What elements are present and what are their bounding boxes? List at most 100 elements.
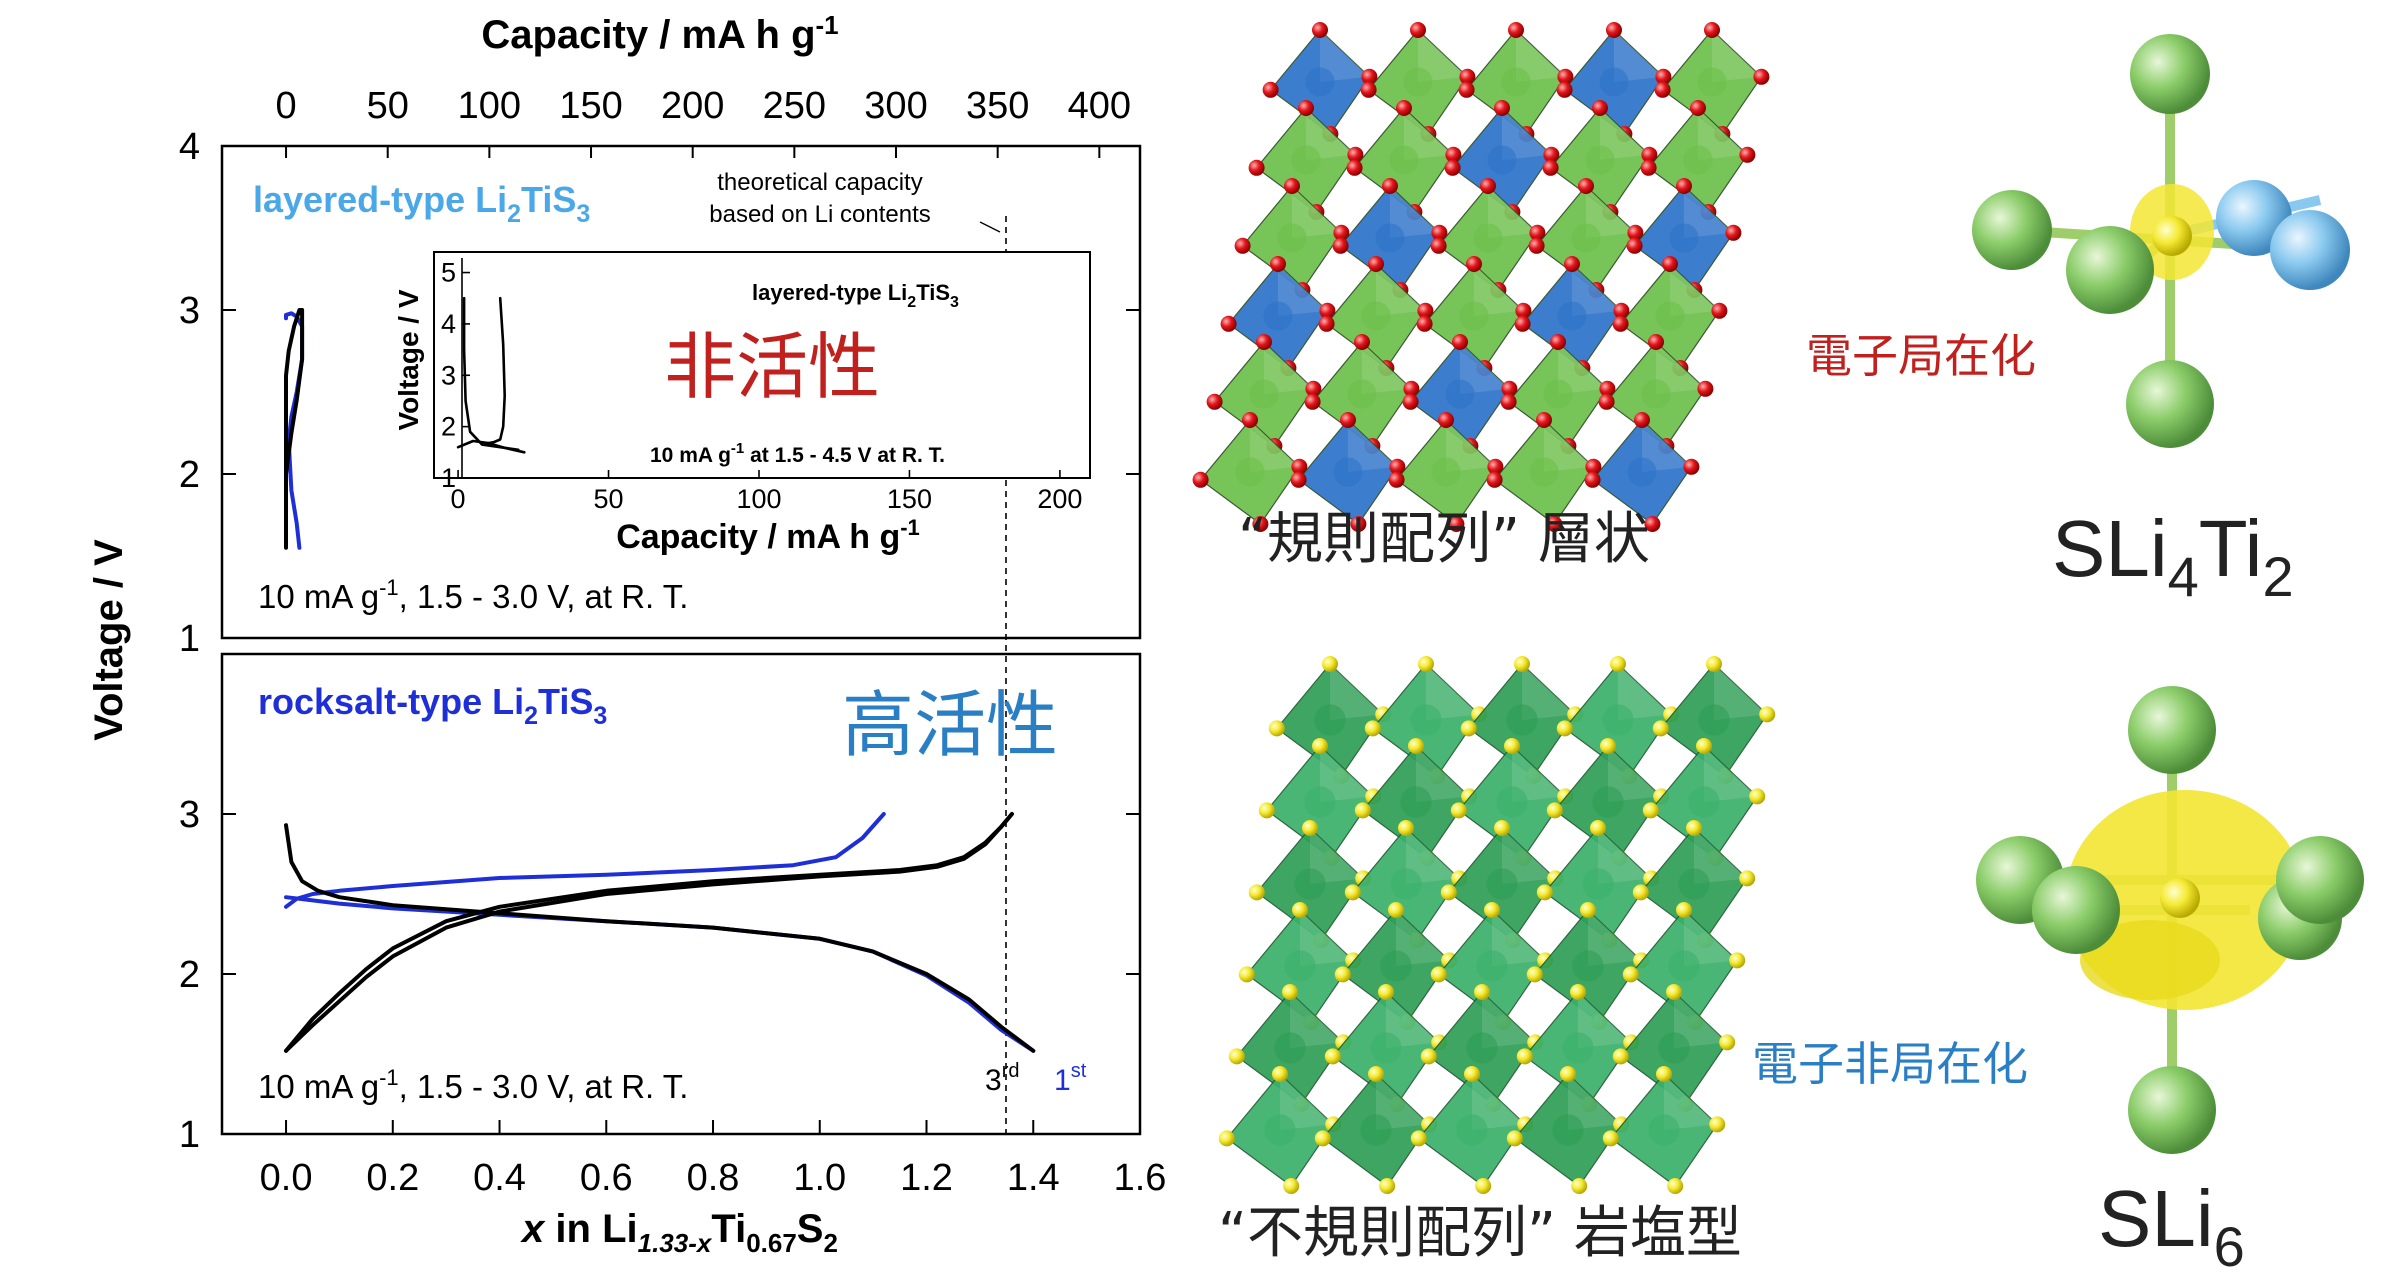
inset-y-tick-label: 5 [441, 258, 456, 288]
top-panel-curves [284, 308, 305, 550]
octahedron-face [1418, 30, 1468, 82]
s-atom [2160, 878, 2200, 918]
anion-atom [1598, 393, 1615, 410]
inset-y-tick-label: 2 [441, 412, 456, 442]
center-atom [1487, 145, 1517, 175]
bottom-x-tick-label: 0.8 [687, 1157, 740, 1199]
octahedron-face [1472, 1074, 1526, 1130]
center-atom [1688, 786, 1720, 818]
octahedron-face [1598, 828, 1652, 884]
top-x-tick-label: 100 [458, 85, 521, 127]
octahedron-face [1684, 910, 1738, 966]
anion-atom [1192, 471, 1209, 488]
octahedron-face [1386, 992, 1440, 1048]
rocksalt-series-label: rocksalt-type Li2TiS3 [258, 681, 607, 730]
center-atom [1697, 67, 1727, 97]
octahedron-face [1656, 342, 1706, 394]
anion-atom [1550, 334, 1566, 350]
octahedron-face [1488, 186, 1538, 238]
anion-atom [1560, 1066, 1576, 1082]
center-atom [1314, 704, 1346, 736]
anion-atom [1430, 237, 1447, 254]
anion-atom [1234, 237, 1251, 254]
octahedron-face [1416, 746, 1470, 802]
anion-atom [1238, 966, 1255, 983]
anion-atom [1584, 471, 1601, 488]
inset-x-tick-label: 150 [887, 484, 932, 514]
octahedron-face [1558, 342, 1608, 394]
disordered-rocksalt-caption: “不規則配列” 岩塩型 [1218, 1201, 1742, 1266]
anion-atom [1410, 22, 1426, 38]
octahedron-face [1522, 664, 1576, 720]
center-atom [1294, 868, 1326, 900]
octahedron-face [1290, 992, 1344, 1048]
rocksalt-crystal-structure [1218, 656, 1776, 1194]
center-atom [1277, 223, 1307, 253]
series-line [284, 308, 305, 550]
center-atom [1658, 1032, 1690, 1064]
top-x-tick-label: 0 [275, 85, 296, 127]
octahedron-face [1618, 664, 1672, 720]
octahedron-face [1390, 186, 1440, 238]
li-atom [2128, 686, 2216, 774]
anion-atom [1318, 315, 1335, 332]
center-atom [1389, 145, 1419, 175]
anion-atom [1696, 738, 1712, 754]
bottom-x-tick-label: 1.4 [1007, 1157, 1060, 1199]
anion-atom [1719, 1034, 1736, 1051]
bottom-x-ticks: 0.0 0.2 0.4 0.6 0.8 1.0 1.2 1.4 1.6 [260, 1120, 1166, 1199]
li-atom [2276, 836, 2364, 924]
anion-atom [1662, 256, 1678, 272]
sli4ti2-cluster [1972, 34, 2350, 448]
anion-atom [1711, 302, 1728, 319]
anion-atom [1652, 720, 1669, 737]
anion-atom [1578, 178, 1594, 194]
anion-atom [1256, 334, 1272, 350]
octahedron-face [1280, 1074, 1334, 1130]
anion-atom [1322, 656, 1338, 672]
anion-atom [1347, 146, 1364, 163]
anion-atom [1408, 738, 1424, 754]
anion-atom [1379, 1178, 1396, 1194]
center-atom [1291, 145, 1321, 175]
anion-atom [1368, 256, 1384, 272]
anion-atom [1612, 315, 1629, 332]
anion-atom [1655, 68, 1672, 85]
bottom-x-tick-label: 0.0 [260, 1157, 313, 1199]
anion-atom [1452, 334, 1468, 350]
anion-atom [1676, 902, 1692, 918]
bottom-x-axis-title: x in Li1.33-xTi0.67S2 [520, 1207, 838, 1258]
anion-atom [1515, 302, 1532, 319]
center-atom [1360, 1114, 1392, 1146]
anion-atom [1431, 224, 1448, 241]
anion-atom [1333, 224, 1350, 241]
series-line [284, 812, 1014, 1053]
anion-atom [1642, 802, 1659, 819]
anion-atom [1445, 146, 1462, 163]
anion-atom [1475, 1178, 1492, 1194]
octahedron-face [1714, 664, 1768, 720]
top-y-tick-label: 1 [179, 618, 200, 660]
anion-atom [1536, 884, 1553, 901]
center-atom [1627, 457, 1657, 487]
bottom-y-tick-label: 3 [179, 794, 200, 836]
top-y-tick-label: 2 [179, 454, 200, 496]
anion-atom [1464, 1066, 1480, 1082]
anion-atom [1627, 224, 1644, 241]
center-atom [1572, 950, 1604, 982]
bottom-panel-curves [284, 812, 1036, 1053]
anion-atom [1430, 966, 1447, 983]
series-line [284, 895, 1036, 1053]
center-atom [1410, 704, 1442, 736]
bottom-panel-frame [220, 652, 1142, 1136]
octahedron-face [1310, 828, 1364, 884]
octahedron-face [1330, 664, 1384, 720]
anion-atom [1528, 237, 1545, 254]
anion-atom [1704, 22, 1720, 38]
anion-atom [1501, 380, 1518, 397]
anion-atom [1228, 1048, 1245, 1065]
inset-y-tick-label: 4 [441, 309, 456, 339]
anion-atom [1564, 256, 1580, 272]
top-x-axis-title: Capacity / mA h g-1 [481, 10, 838, 57]
center-atom [1305, 67, 1335, 97]
